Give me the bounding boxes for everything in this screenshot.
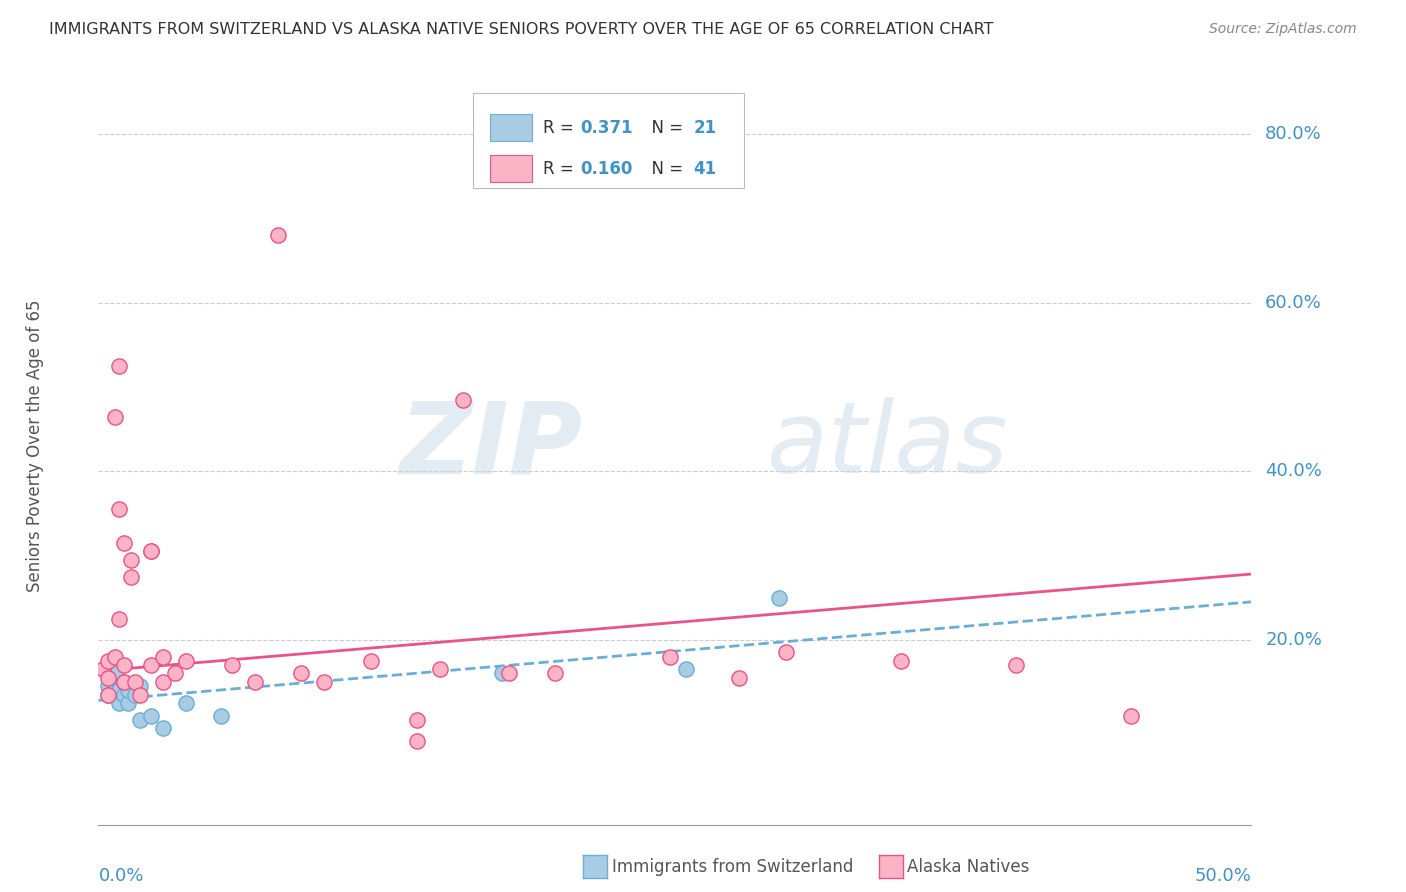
- Point: [129, 713, 152, 727]
- Point: [152, 674, 174, 689]
- Text: IMMIGRANTS FROM SWITZERLAND VS ALASKA NATIVE SENIORS POVERTY OVER THE AGE OF 65 : IMMIGRANTS FROM SWITZERLAND VS ALASKA NA…: [49, 22, 994, 37]
- Point: [221, 658, 243, 673]
- Point: [108, 683, 131, 698]
- Text: 60.0%: 60.0%: [1265, 293, 1322, 312]
- Point: [267, 228, 290, 243]
- Point: [141, 544, 163, 558]
- Point: [728, 671, 751, 685]
- Text: 0.160: 0.160: [581, 160, 633, 178]
- Point: [129, 688, 152, 702]
- Point: [97, 688, 120, 702]
- Text: 0.0%: 0.0%: [98, 867, 143, 885]
- Text: 40.0%: 40.0%: [1265, 462, 1322, 480]
- Point: [152, 649, 174, 664]
- Point: [290, 666, 312, 681]
- Text: R =: R =: [544, 119, 579, 136]
- Point: [97, 654, 120, 668]
- Text: Source: ZipAtlas.com: Source: ZipAtlas.com: [1209, 22, 1357, 37]
- Text: atlas: atlas: [768, 398, 1008, 494]
- Text: R =: R =: [544, 160, 579, 178]
- Point: [112, 658, 135, 673]
- Point: [98, 666, 121, 681]
- Point: [245, 674, 267, 689]
- Point: [163, 666, 186, 681]
- Point: [1005, 658, 1028, 673]
- Point: [174, 696, 197, 710]
- Point: [491, 666, 513, 681]
- Point: [405, 713, 427, 727]
- Point: [451, 392, 474, 407]
- Point: [124, 674, 146, 689]
- Point: [120, 552, 142, 567]
- Text: 50.0%: 50.0%: [1195, 867, 1251, 885]
- Text: ZIP: ZIP: [399, 398, 582, 494]
- Point: [97, 688, 120, 702]
- Point: [108, 696, 131, 710]
- Point: [117, 683, 139, 698]
- Point: [108, 502, 131, 516]
- Point: [152, 721, 174, 735]
- Text: 0.371: 0.371: [581, 119, 633, 136]
- Text: 80.0%: 80.0%: [1265, 125, 1322, 144]
- Point: [103, 409, 125, 424]
- Point: [103, 666, 125, 681]
- Point: [120, 569, 142, 583]
- Point: [659, 649, 682, 664]
- Text: 41: 41: [693, 160, 717, 178]
- Point: [890, 654, 912, 668]
- Point: [97, 671, 120, 685]
- Point: [103, 679, 125, 693]
- Point: [141, 544, 163, 558]
- Text: N =: N =: [641, 119, 689, 136]
- Point: [112, 536, 135, 550]
- Point: [112, 688, 135, 702]
- Point: [429, 662, 451, 676]
- Point: [103, 649, 125, 664]
- Text: Alaska Natives: Alaska Natives: [907, 858, 1029, 876]
- Point: [97, 679, 120, 693]
- Point: [360, 654, 382, 668]
- Point: [174, 654, 197, 668]
- Point: [112, 674, 135, 689]
- Point: [675, 662, 697, 676]
- Point: [117, 696, 139, 710]
- FancyBboxPatch shape: [491, 114, 531, 142]
- Text: 20.0%: 20.0%: [1265, 631, 1322, 648]
- FancyBboxPatch shape: [491, 155, 531, 182]
- Point: [768, 591, 790, 605]
- Point: [91, 662, 114, 676]
- Point: [775, 645, 797, 659]
- Point: [544, 666, 567, 681]
- Point: [112, 674, 135, 689]
- Point: [108, 359, 131, 373]
- Point: [141, 658, 163, 673]
- Point: [498, 666, 520, 681]
- Point: [129, 679, 152, 693]
- Text: 21: 21: [693, 119, 717, 136]
- Point: [124, 688, 146, 702]
- Point: [108, 612, 131, 626]
- Text: Seniors Poverty Over the Age of 65: Seniors Poverty Over the Age of 65: [25, 300, 44, 592]
- Point: [314, 674, 336, 689]
- Point: [1121, 708, 1143, 723]
- Point: [141, 708, 163, 723]
- Text: Immigrants from Switzerland: Immigrants from Switzerland: [612, 858, 853, 876]
- Point: [209, 708, 232, 723]
- Point: [405, 734, 427, 748]
- FancyBboxPatch shape: [472, 94, 744, 188]
- Text: N =: N =: [641, 160, 689, 178]
